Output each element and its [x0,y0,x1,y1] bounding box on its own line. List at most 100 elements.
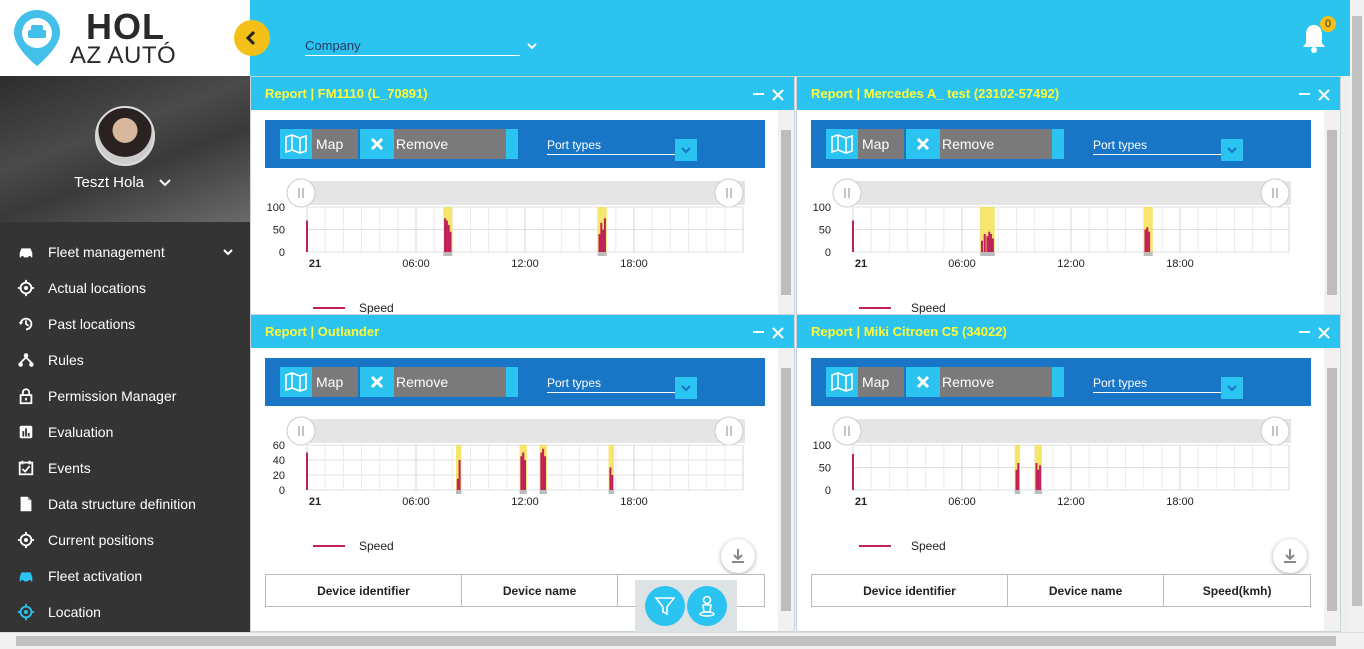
close-icon[interactable] [772,327,784,339]
scroll-thumb[interactable] [781,368,791,611]
driver-button[interactable] [687,586,727,626]
remove-selection-button[interactable]: Remove selection [360,129,518,182]
port-types-select[interactable]: Port types [1093,138,1221,155]
scroll-thumb[interactable] [16,636,1336,646]
close-icon [906,367,940,397]
port-types-select[interactable]: Port types [547,376,675,393]
remove-selection-button[interactable]: Remove selection [906,367,1064,420]
sidebar-item-events[interactable]: Events [0,450,250,486]
company-select[interactable]: Company [305,38,520,56]
sidebar-item-actual-locations[interactable]: Actual locations [0,270,250,306]
sidebar-item-current-positions[interactable]: Current positions [0,522,250,558]
sidebar-item-label: Events [48,460,91,476]
table-header[interactable]: Device identifier [811,574,1008,607]
sidebar-item-permission-manager[interactable]: Permission Manager [0,378,250,414]
panel-scrollbar[interactable] [778,348,794,631]
range-slider-handle[interactable] [1260,416,1290,446]
range-slider-handle[interactable] [714,178,744,208]
selection-marker [443,252,453,256]
panel-title: Report | FM1110 (L_70891) [265,86,428,101]
table-header[interactable]: Device name [1006,574,1165,607]
range-slider-handle[interactable] [286,416,316,446]
filter-button[interactable] [645,586,685,626]
x-tick-label: 12:00 [1057,258,1085,270]
scroll-thumb[interactable] [1327,368,1337,611]
port-types-select[interactable]: Port types [547,138,675,155]
range-slider-handle[interactable] [286,178,316,208]
port-types-dropdown-button[interactable] [675,377,697,399]
remove-selection-button[interactable]: Remove selection [906,129,1064,182]
legend-label: Speed [359,301,394,315]
map-button[interactable]: Map [826,129,904,159]
panel-scrollbar[interactable] [1324,110,1340,315]
close-icon[interactable] [772,89,784,101]
close-icon[interactable] [1318,327,1330,339]
map-button[interactable]: Map [280,129,358,159]
sidebar-item-evaluation[interactable]: Evaluation [0,414,250,450]
handle-grip [1272,426,1278,436]
lock-icon [16,386,36,406]
range-slider-handle[interactable] [832,416,862,446]
port-types-select[interactable]: Port types [1093,376,1221,393]
chevron-down-icon[interactable] [158,176,172,190]
sidebar-item-rules[interactable]: Rules [0,342,250,378]
y-tick-label: 0 [825,247,831,259]
sidebar-item-fleet-management[interactable]: Fleet management [0,234,250,270]
minimize-icon[interactable] [1299,331,1310,333]
table-header[interactable]: Speed(kmh) [1163,574,1311,607]
sidebar-collapse-button[interactable] [234,20,270,56]
download-button[interactable] [721,539,755,573]
user-profile: Teszt Hola [0,76,250,222]
sidebar-item-fleet-activation[interactable]: Fleet activation [0,558,250,594]
map-button[interactable]: Map [826,367,904,397]
top-bar: Company 0 [250,0,1350,76]
sidebar-item-location[interactable]: Location [0,594,250,630]
sidebar-item-past-locations[interactable]: Past locations [0,306,250,342]
scroll-thumb[interactable] [781,130,791,295]
remove-selection-button[interactable]: Remove selection [360,367,518,420]
speed-chart: 0 50 100 21 06:00 12:00 18:00 [813,416,1291,508]
selection-highlight [1034,445,1042,490]
close-icon[interactable] [1318,89,1330,101]
panel-header[interactable]: Report | FM1110 (L_70891) [251,77,794,110]
scroll-thumb[interactable] [1352,16,1362,606]
x-tick-label: 06:00 [402,496,430,508]
table-header[interactable]: Device name [460,574,619,607]
panel-scrollbar[interactable] [778,110,794,315]
download-button[interactable] [1273,539,1307,573]
range-slider-handle[interactable] [1260,178,1290,208]
minimize-icon[interactable] [1299,93,1310,95]
port-types-dropdown-button[interactable] [1221,139,1243,161]
sidebar-item-label: Current positions [48,532,154,548]
minimize-icon[interactable] [753,93,764,95]
legend-swatch [313,307,345,309]
panel-scrollbar[interactable] [1324,348,1340,631]
page-vertical-scrollbar[interactable] [1350,0,1364,632]
sidebar-item-data-structure-definition[interactable]: Data structure definition [0,486,250,522]
panel-header[interactable]: Report | Miki Citroen C5 (34022) [797,315,1340,348]
scroll-thumb[interactable] [1327,130,1337,295]
user-name[interactable]: Teszt Hola [74,174,145,191]
page-horizontal-scrollbar[interactable] [0,632,1364,649]
bell-icon[interactable] [1300,22,1328,54]
notification-badge: 0 [1320,16,1336,32]
port-types-dropdown-button[interactable] [675,139,697,161]
sidebar-item-label: Rules [48,352,84,368]
x-tick-label: 18:00 [620,496,648,508]
range-slider-handle[interactable] [714,416,744,446]
crosshair-icon [16,602,36,622]
panel-header[interactable]: Report | Mercedes A_ test (23102-57492) [797,77,1340,110]
handle-grip [1272,188,1278,198]
table-header[interactable]: Device identifier [265,574,462,607]
map-button[interactable]: Map [280,367,358,397]
range-slider-handle[interactable] [832,178,862,208]
selection-marker [455,490,462,494]
panel-header[interactable]: Report | Outlander [251,315,794,348]
document-icon [16,494,36,514]
chevron-down-icon[interactable] [526,40,538,52]
report-panel: Report | Miki Citroen C5 (34022) Map Rem… [796,314,1341,632]
minimize-icon[interactable] [753,331,764,333]
chevron-down-icon[interactable] [222,246,234,258]
port-types-dropdown-button[interactable] [1221,377,1243,399]
x-tick-label: 12:00 [511,496,539,508]
